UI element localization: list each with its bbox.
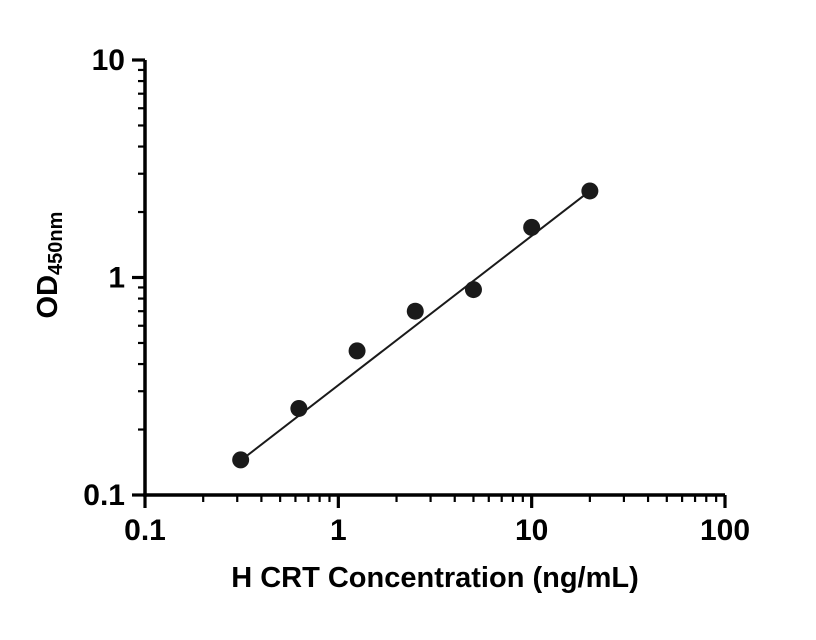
data-point (464, 281, 482, 299)
y-tick-label: 0.1 (83, 479, 125, 512)
x-tick-label: 1 (330, 514, 347, 547)
x-axis-title: H CRT Concentration (ng/mL) (145, 562, 725, 595)
data-point (232, 451, 250, 469)
x-tick-label: 10 (515, 514, 548, 547)
y-axis-title-text: OD (32, 274, 64, 319)
data-point (406, 302, 424, 320)
y-axis-title-subscript: 450nm (45, 211, 67, 275)
data-point (290, 399, 308, 417)
x-tick-label: 100 (700, 514, 750, 547)
y-axis-title: OD450nm (30, 155, 67, 375)
y-tick-label: 1 (108, 262, 125, 295)
x-axis-title-text: H CRT Concentration (ng/mL) (231, 562, 639, 594)
data-point (348, 342, 366, 360)
fit-line (236, 190, 591, 465)
data-point (581, 182, 599, 200)
x-tick-label: 0.1 (124, 514, 166, 547)
y-tick-label: 10 (92, 44, 125, 77)
data-point (523, 218, 541, 236)
